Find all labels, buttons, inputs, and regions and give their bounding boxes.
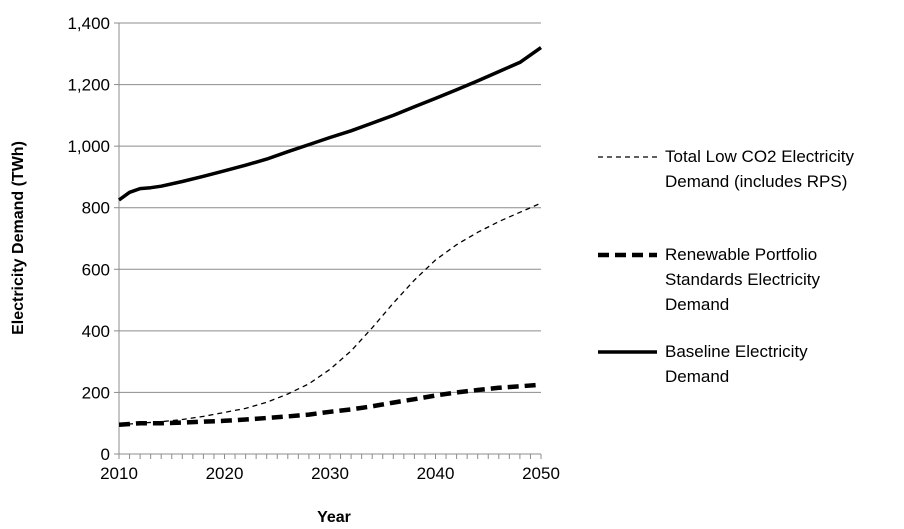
series-line-2 [118,382,542,428]
tick-labels: 0 200 400 600 800 1,000 1,200 1,400 2010 2020 2030… [67,14,559,483]
gridlines [119,22,541,393]
series-line-1 [118,202,542,426]
x-tick-label: 2040 [417,464,455,483]
y-tick-label: 600 [82,260,110,279]
axes [114,22,542,459]
legend-label: Demand [665,295,729,314]
y-tick-label: 0 [101,445,110,464]
y-tick-label: 800 [82,199,110,218]
legend-label: Demand [665,367,729,386]
x-tick-label: 2010 [100,464,138,483]
legend-label: Standards Electricity [665,270,820,289]
series-lines [117,46,543,428]
x-axis-title: Year [317,509,351,526]
legend-label: Renewable Portfolio [665,245,817,264]
y-tick-label: 200 [82,383,110,402]
x-tick-label: 2020 [206,464,244,483]
x-tick-label: 2030 [311,464,349,483]
legend-label: Baseline Electricity [665,342,808,361]
legend-label: Total Low CO2 Electricity [665,147,854,166]
y-tick-label: 1,200 [67,76,110,95]
legend: Total Low CO2 Electricity Demand (include… [598,147,854,386]
legend-label: Demand (includes RPS) [665,172,847,191]
y-tick-label: 1,000 [67,137,110,156]
series-line-3 [117,46,543,202]
y-tick-label: 1,400 [67,14,110,33]
y-tick-label: 400 [82,322,110,341]
y-axis-title: Electricity Demand (TWh) [10,141,27,335]
x-tick-label: 2050 [522,464,560,483]
